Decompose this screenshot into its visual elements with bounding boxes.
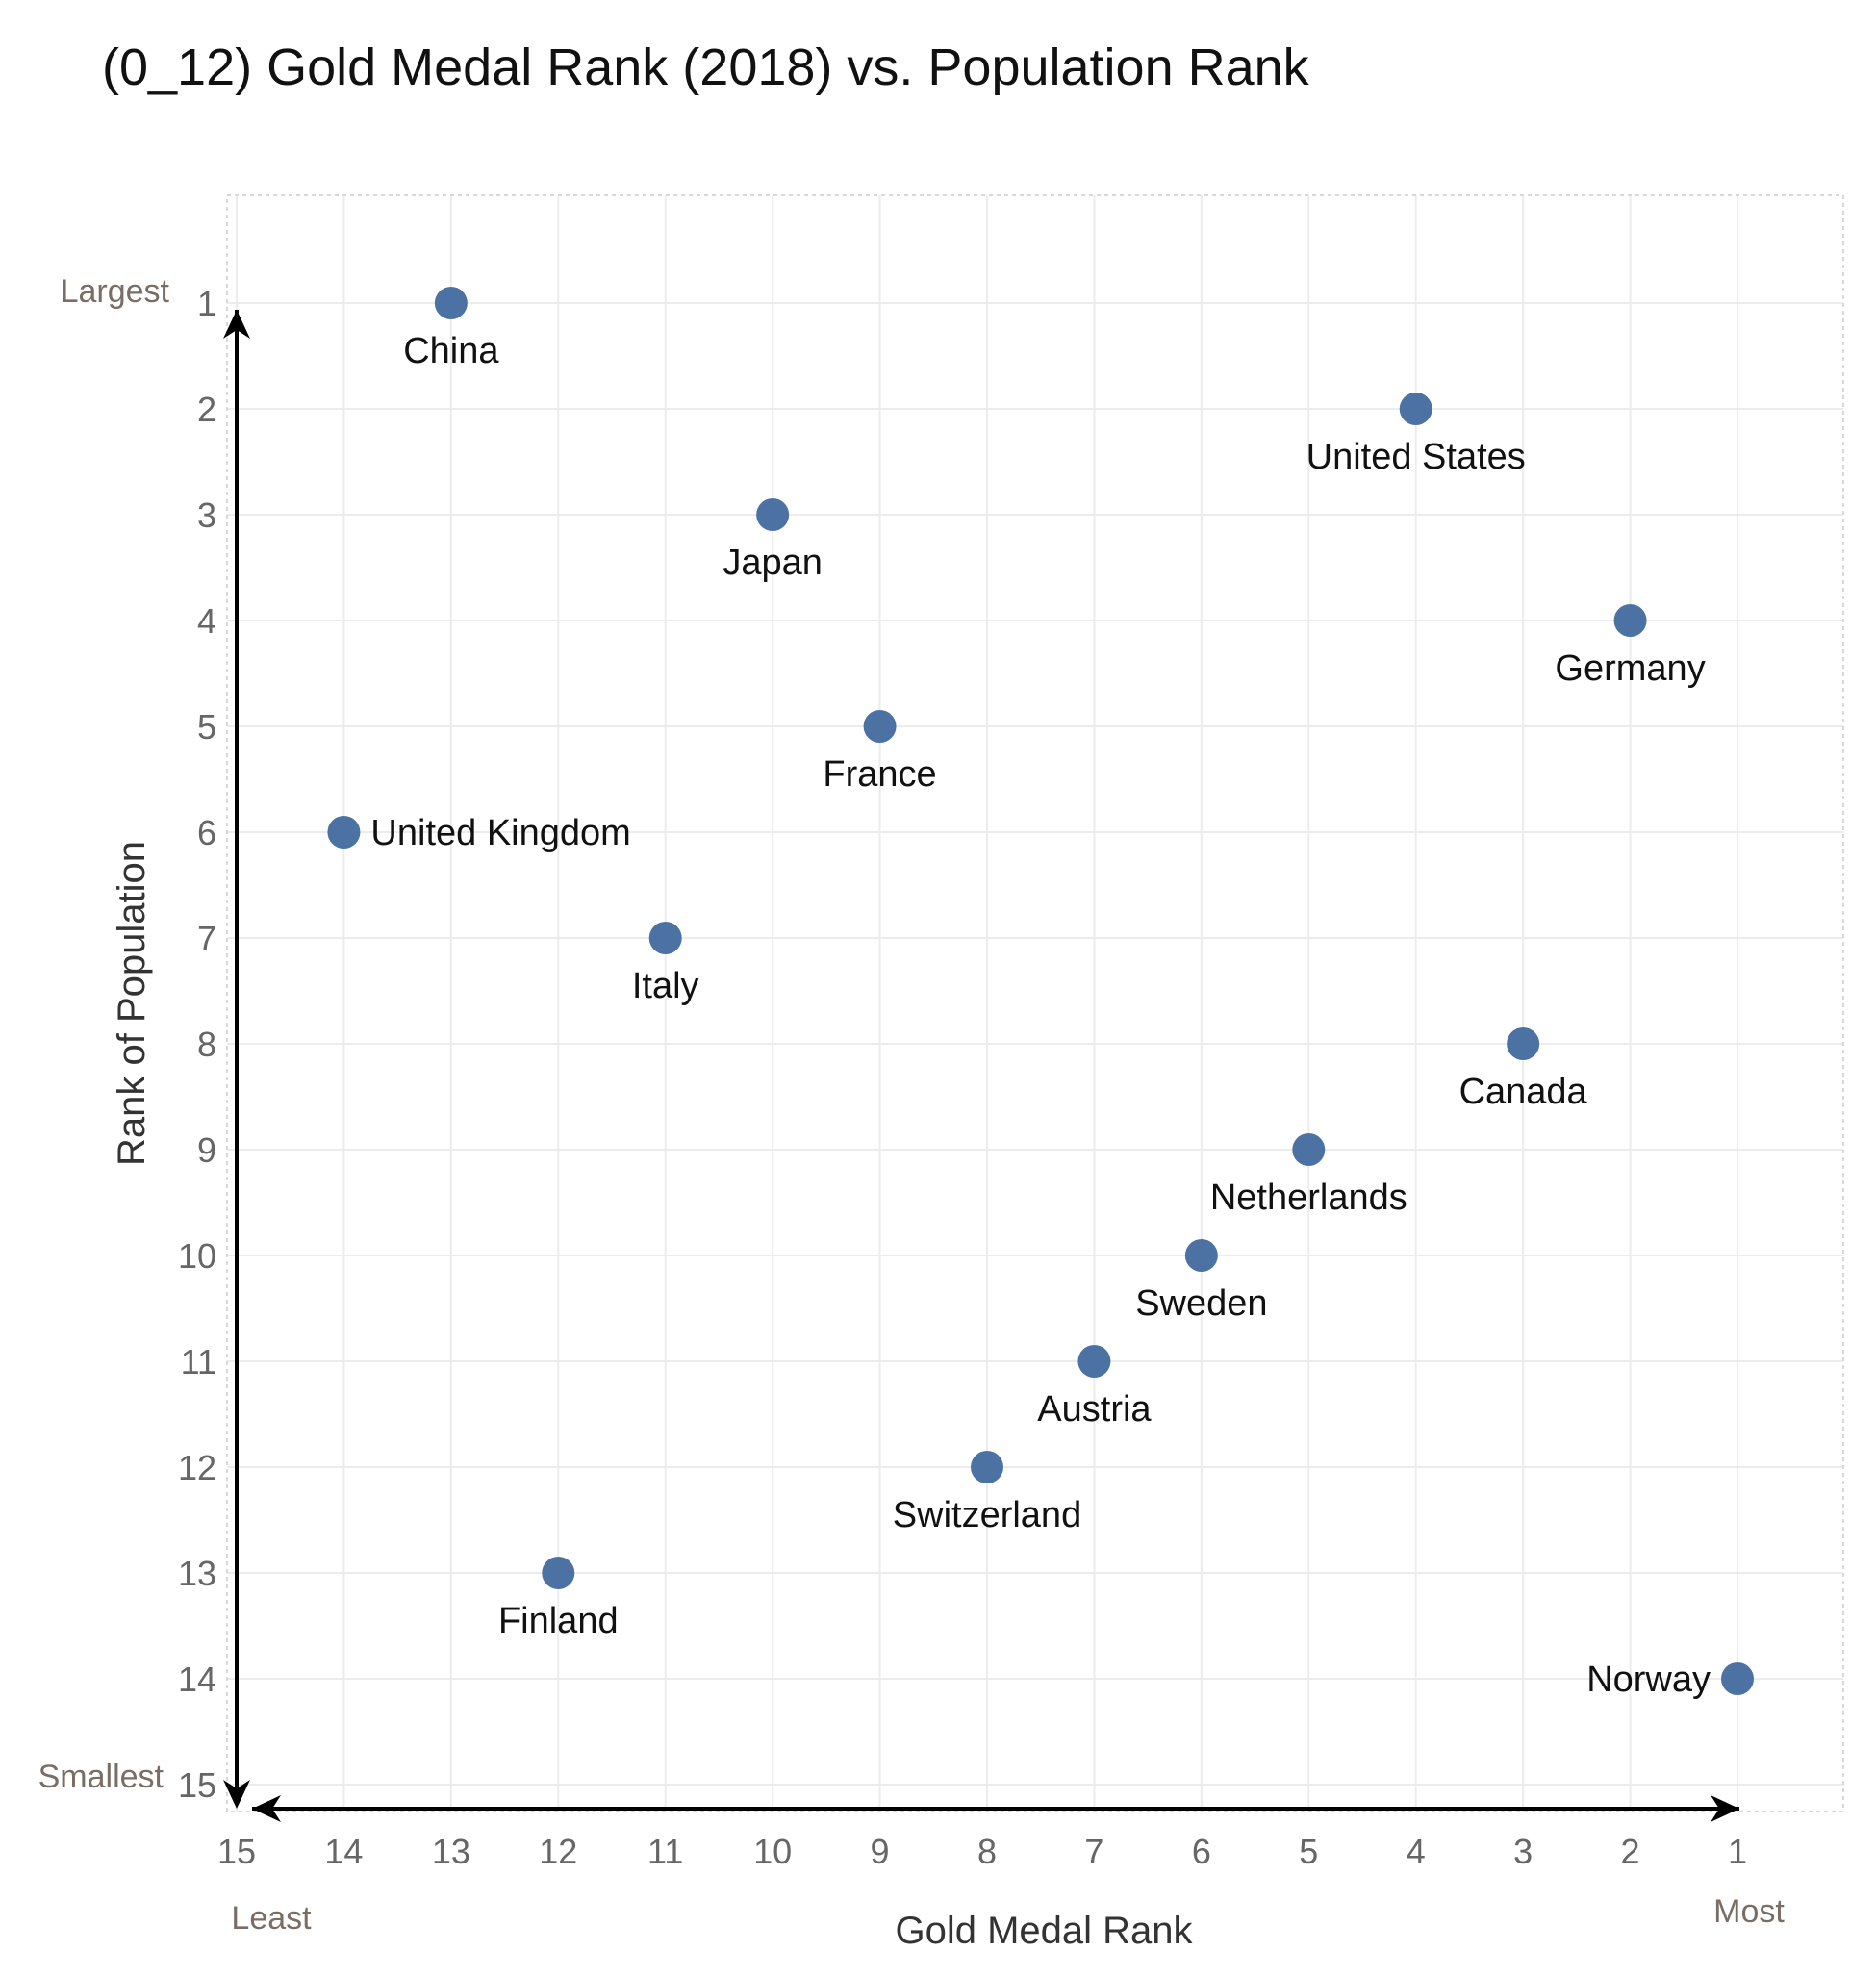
y-axis-title: Rank of Population — [111, 841, 153, 1166]
point-label: Canada — [1459, 1072, 1588, 1112]
gridlines — [227, 195, 1843, 1812]
data-point — [327, 816, 361, 849]
x-axis-title: Gold Medal Rank — [895, 1910, 1193, 1952]
point-label: France — [823, 754, 936, 795]
x-axis-high-label: Most — [1713, 1893, 1785, 1930]
chart-title: (0_12) Gold Medal Rank (2018) vs. Popula… — [102, 38, 1310, 96]
point-label: Norway — [1586, 1660, 1711, 1700]
x-axis-arrowhead-left — [252, 1795, 281, 1822]
x-tick-label: 4 — [1407, 1832, 1426, 1871]
data-point — [1507, 1027, 1540, 1060]
data-point — [971, 1451, 1003, 1483]
y-tick-label: 15 — [178, 1765, 216, 1805]
y-tick-label: 13 — [178, 1554, 216, 1593]
y-tick-label: 12 — [178, 1448, 216, 1487]
point-label: Finland — [498, 1601, 619, 1641]
point-label: Germany — [1555, 648, 1705, 689]
point-label: Netherlands — [1210, 1178, 1407, 1218]
x-tick-labels: 15 14 13 12 11 10 9 8 7 6 5 4 3 2 1 — [217, 1832, 1747, 1871]
point-label: Sweden — [1135, 1283, 1267, 1324]
y-axis-top-label: Largest — [61, 273, 170, 310]
y-tick-label: 7 — [197, 919, 216, 958]
x-axis-low-label: Least — [231, 1900, 312, 1937]
x-tick-label: 12 — [539, 1832, 577, 1871]
x-tick-label: 10 — [753, 1832, 792, 1871]
y-tick-label: 9 — [197, 1130, 216, 1170]
x-tick-label: 15 — [217, 1832, 256, 1871]
point-label: Switzerland — [893, 1495, 1081, 1535]
y-tick-label: 3 — [197, 495, 216, 535]
x-tick-label: 8 — [977, 1832, 997, 1871]
y-tick-label: 1 — [197, 284, 216, 323]
x-tick-label: 13 — [432, 1832, 470, 1871]
data-point — [1184, 1239, 1218, 1272]
x-tick-label: 14 — [324, 1832, 363, 1871]
x-tick-label: 3 — [1513, 1832, 1533, 1871]
data-point — [648, 922, 682, 954]
y-tick-label: 2 — [197, 390, 216, 429]
data-point — [1721, 1662, 1754, 1695]
y-tick-label: 5 — [197, 707, 216, 747]
plot-area-border — [226, 194, 1844, 1812]
data-point — [863, 710, 897, 743]
point-label: Italy — [632, 966, 699, 1006]
point-label: United Kingdom — [370, 813, 630, 853]
y-tick-label: 14 — [178, 1660, 216, 1699]
x-tick-label: 7 — [1084, 1832, 1103, 1871]
y-tick-label: 11 — [181, 1342, 216, 1381]
x-axis-arrowhead-right — [1711, 1795, 1739, 1822]
y-tick-label: 4 — [197, 601, 216, 641]
axis-arrowheads — [223, 310, 1739, 1822]
y-tick-label: 10 — [178, 1236, 216, 1276]
x-tick-label: 9 — [871, 1832, 890, 1871]
data-point — [1399, 393, 1432, 425]
y-axis-arrowhead-bottom — [223, 1780, 250, 1809]
data-point — [756, 498, 790, 531]
point-label: Austria — [1037, 1389, 1152, 1430]
y-axis-bottom-label: Smallest — [38, 1759, 165, 1795]
y-tick-label: 8 — [197, 1025, 216, 1064]
data-points: China United States Japan Germany France Unit… — [327, 287, 1754, 1700]
data-point — [1077, 1345, 1111, 1378]
x-tick-label: 11 — [647, 1832, 683, 1871]
x-tick-label: 2 — [1621, 1832, 1640, 1871]
x-tick-label: 1 — [1728, 1832, 1747, 1871]
point-label: China — [403, 331, 499, 371]
data-point — [434, 287, 468, 319]
y-axis-arrowhead-top — [223, 310, 250, 339]
point-label: United States — [1306, 437, 1526, 477]
y-tick-label: 6 — [197, 813, 216, 852]
point-label: Japan — [723, 543, 823, 583]
data-point — [1292, 1133, 1326, 1166]
data-point — [1613, 604, 1647, 637]
data-point — [542, 1557, 575, 1589]
x-tick-label: 6 — [1192, 1832, 1211, 1871]
x-tick-label: 5 — [1299, 1832, 1318, 1871]
